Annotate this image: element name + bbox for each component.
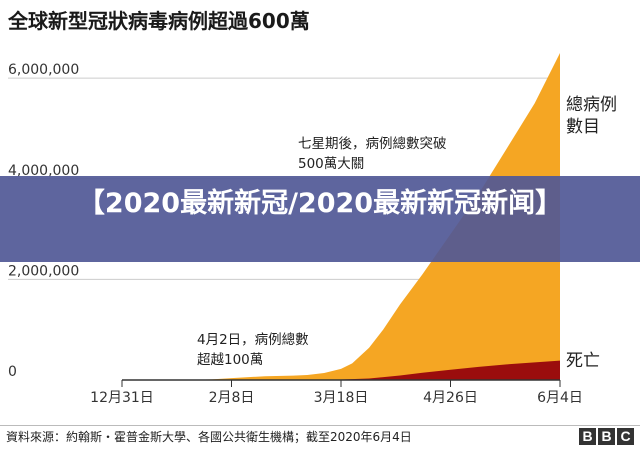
logo-letter: B xyxy=(579,428,596,445)
total-cases-label: 數目 xyxy=(566,117,600,137)
chart-title: 全球新型冠狀病毒病例超過600萬 xyxy=(8,9,310,33)
annotation-text: 500萬大關 xyxy=(298,156,364,172)
x-tick-label: 6月4日 xyxy=(537,390,583,406)
y-tick-label: 4,000,000 xyxy=(8,163,79,179)
total-cases-area xyxy=(122,53,560,380)
annotation-text: 4月2日，病例總數 xyxy=(197,331,309,348)
footer-divider xyxy=(0,425,640,426)
x-tick-label: 2月8日 xyxy=(209,390,255,406)
x-tick-label: 3月18日 xyxy=(314,390,369,406)
x-tick-label: 12月31日 xyxy=(90,390,154,406)
headline-text[interactable]: 【2020最新新冠/2020最新新冠新闻】 xyxy=(77,188,563,219)
total-cases-label: 總病例 xyxy=(566,95,617,115)
annotation-text: 超越100萬 xyxy=(197,352,263,368)
bbc-logo: B B C xyxy=(579,428,634,445)
logo-letter: B xyxy=(598,428,615,445)
deaths-label: 死亡 xyxy=(566,351,600,371)
x-tick-label: 4月26日 xyxy=(423,390,478,406)
logo-letter: C xyxy=(617,428,634,445)
headline-banner[interactable]: 【2020最新新冠/2020最新新冠新闻】 xyxy=(0,176,640,262)
annotation-text: 七星期後，病例總數突破 xyxy=(298,135,447,152)
y-tick-label: 2,000,000 xyxy=(8,263,79,279)
y-tick-label: 0 xyxy=(8,364,17,380)
deaths-area xyxy=(122,360,560,380)
y-tick-label: 6,000,000 xyxy=(8,62,79,78)
source-note: 資料來源：約翰斯・霍普金斯大學、各國公共衛生機構；截至2020年6月4日 xyxy=(6,430,412,444)
